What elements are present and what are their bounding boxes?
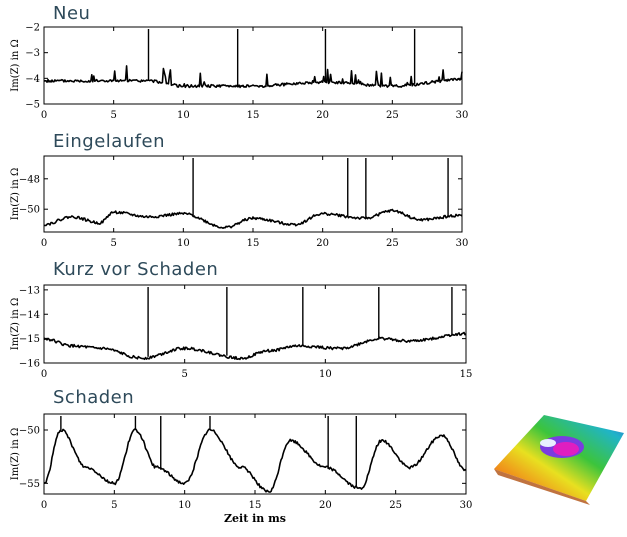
series-line [43,208,463,229]
x-tick-label: 5 [111,500,117,511]
x-tick-label: 10 [177,110,190,121]
x-tick-label: 0 [41,238,47,249]
chart-0: 0 5 10 15 20 25 30 −5 −4 −3 −2 Im(Z) in Ω [10,23,468,122]
x-tick-label: 0 [41,369,47,380]
x-tick-label: 30 [456,238,469,249]
x-tick-label: 30 [460,500,473,511]
y-tick-label: −14 [19,310,40,321]
y-tick-label: −16 [19,359,40,370]
series-line [43,427,467,493]
x-tick-label: 0 [41,500,47,511]
y-tick-label: −4 [25,74,40,85]
chart-title-neu: Neu [53,3,91,24]
x-tick-label: 25 [386,110,399,121]
x-axis-label: Zeit in ms [224,512,286,525]
plot-frame [43,155,463,233]
y-tick-label: −2 [25,23,40,34]
y-axis-label: Im(Z) in Ω [10,39,21,91]
x-tick-label: 15 [460,369,473,380]
x-tick-label: 5 [110,238,116,249]
y-tick-label: −48 [19,174,40,185]
y-tick-label: −50 [19,205,40,216]
x-tick-label: 10 [319,369,332,380]
chart-2: 0 5 10 15 −16 −15 −14 −13 Im(Z) in Ω [10,284,473,380]
y-tick-label: −13 [19,285,40,296]
series-line [43,65,463,89]
plot-frame [43,284,467,364]
x-tick-label: 10 [177,238,190,249]
y-tick-label: −15 [19,334,40,345]
x-tick-label: 20 [316,238,329,249]
x-tick-label: 15 [247,110,260,121]
x-tick-label: 20 [316,110,329,121]
x-tick-label: 15 [249,500,262,511]
chart-title-eingelaufen: Eingelaufen [53,131,166,152]
y-tick-label: −5 [25,100,40,111]
x-tick-label: 25 [389,500,402,511]
x-tick-label: 15 [247,238,260,249]
x-tick-label: 20 [319,500,332,511]
chart-title-schaden: Schaden [53,387,135,408]
3d-surface-plot-thumbnail-icon [494,415,624,505]
chart-title-kurz-vor-schaden: Kurz vor Schaden [53,259,219,280]
plot-frame [43,26,463,105]
y-axis-label: Im(Z) in Ω [10,428,21,480]
y-axis-label: Im(Z) in Ω [10,298,21,350]
y-axis-label: Im(Z) in Ω [10,168,21,220]
y-tick-label: −3 [25,48,40,59]
x-tick-label: 0 [41,110,47,121]
x-tick-label: 30 [456,110,469,121]
y-tick-label: −55 [19,479,40,490]
x-tick-label: 10 [178,500,191,511]
x-tick-label: 5 [181,369,187,380]
x-tick-label: 25 [386,238,399,249]
x-tick-label: 5 [110,110,116,121]
series-line [43,331,467,361]
y-tick-label: −50 [19,426,40,437]
